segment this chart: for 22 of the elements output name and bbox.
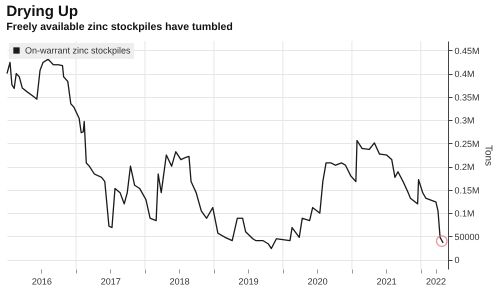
x-tick-label: 2019 bbox=[238, 276, 259, 286]
y-tick-label: 0.45M bbox=[454, 46, 480, 56]
y-tick-label: 0.35M bbox=[454, 92, 480, 102]
legend-label: On-warrant zinc stockpiles bbox=[25, 46, 132, 56]
y-tick-label: 0.3M bbox=[454, 116, 475, 126]
x-tick-label: 2017 bbox=[100, 276, 121, 286]
x-tick-label: 2020 bbox=[308, 276, 328, 286]
y-tick-label: 0.2M bbox=[454, 162, 475, 172]
y-tick-label: 0.15M bbox=[454, 185, 480, 196]
line-series bbox=[6, 58, 444, 250]
y-tick-label: 0.25M bbox=[454, 138, 480, 149]
y-tick-label: 0.4M bbox=[454, 69, 475, 80]
x-tick-label: 2018 bbox=[170, 276, 190, 286]
chart-title: Drying Up bbox=[6, 3, 78, 20]
x-tick-label: 2016 bbox=[32, 276, 52, 286]
chart-subtitle: Freely available zinc stockpiles have tumbled bbox=[6, 21, 233, 33]
x-tick-label: 2022 bbox=[426, 276, 446, 286]
y-tick-label: 50000 bbox=[454, 232, 480, 242]
y-tick-label: 0 bbox=[454, 255, 460, 266]
y-axis-title: Tons bbox=[482, 144, 494, 166]
y-tick-label: 0.1M bbox=[454, 208, 475, 219]
x-tick-label: 2021 bbox=[376, 276, 397, 286]
